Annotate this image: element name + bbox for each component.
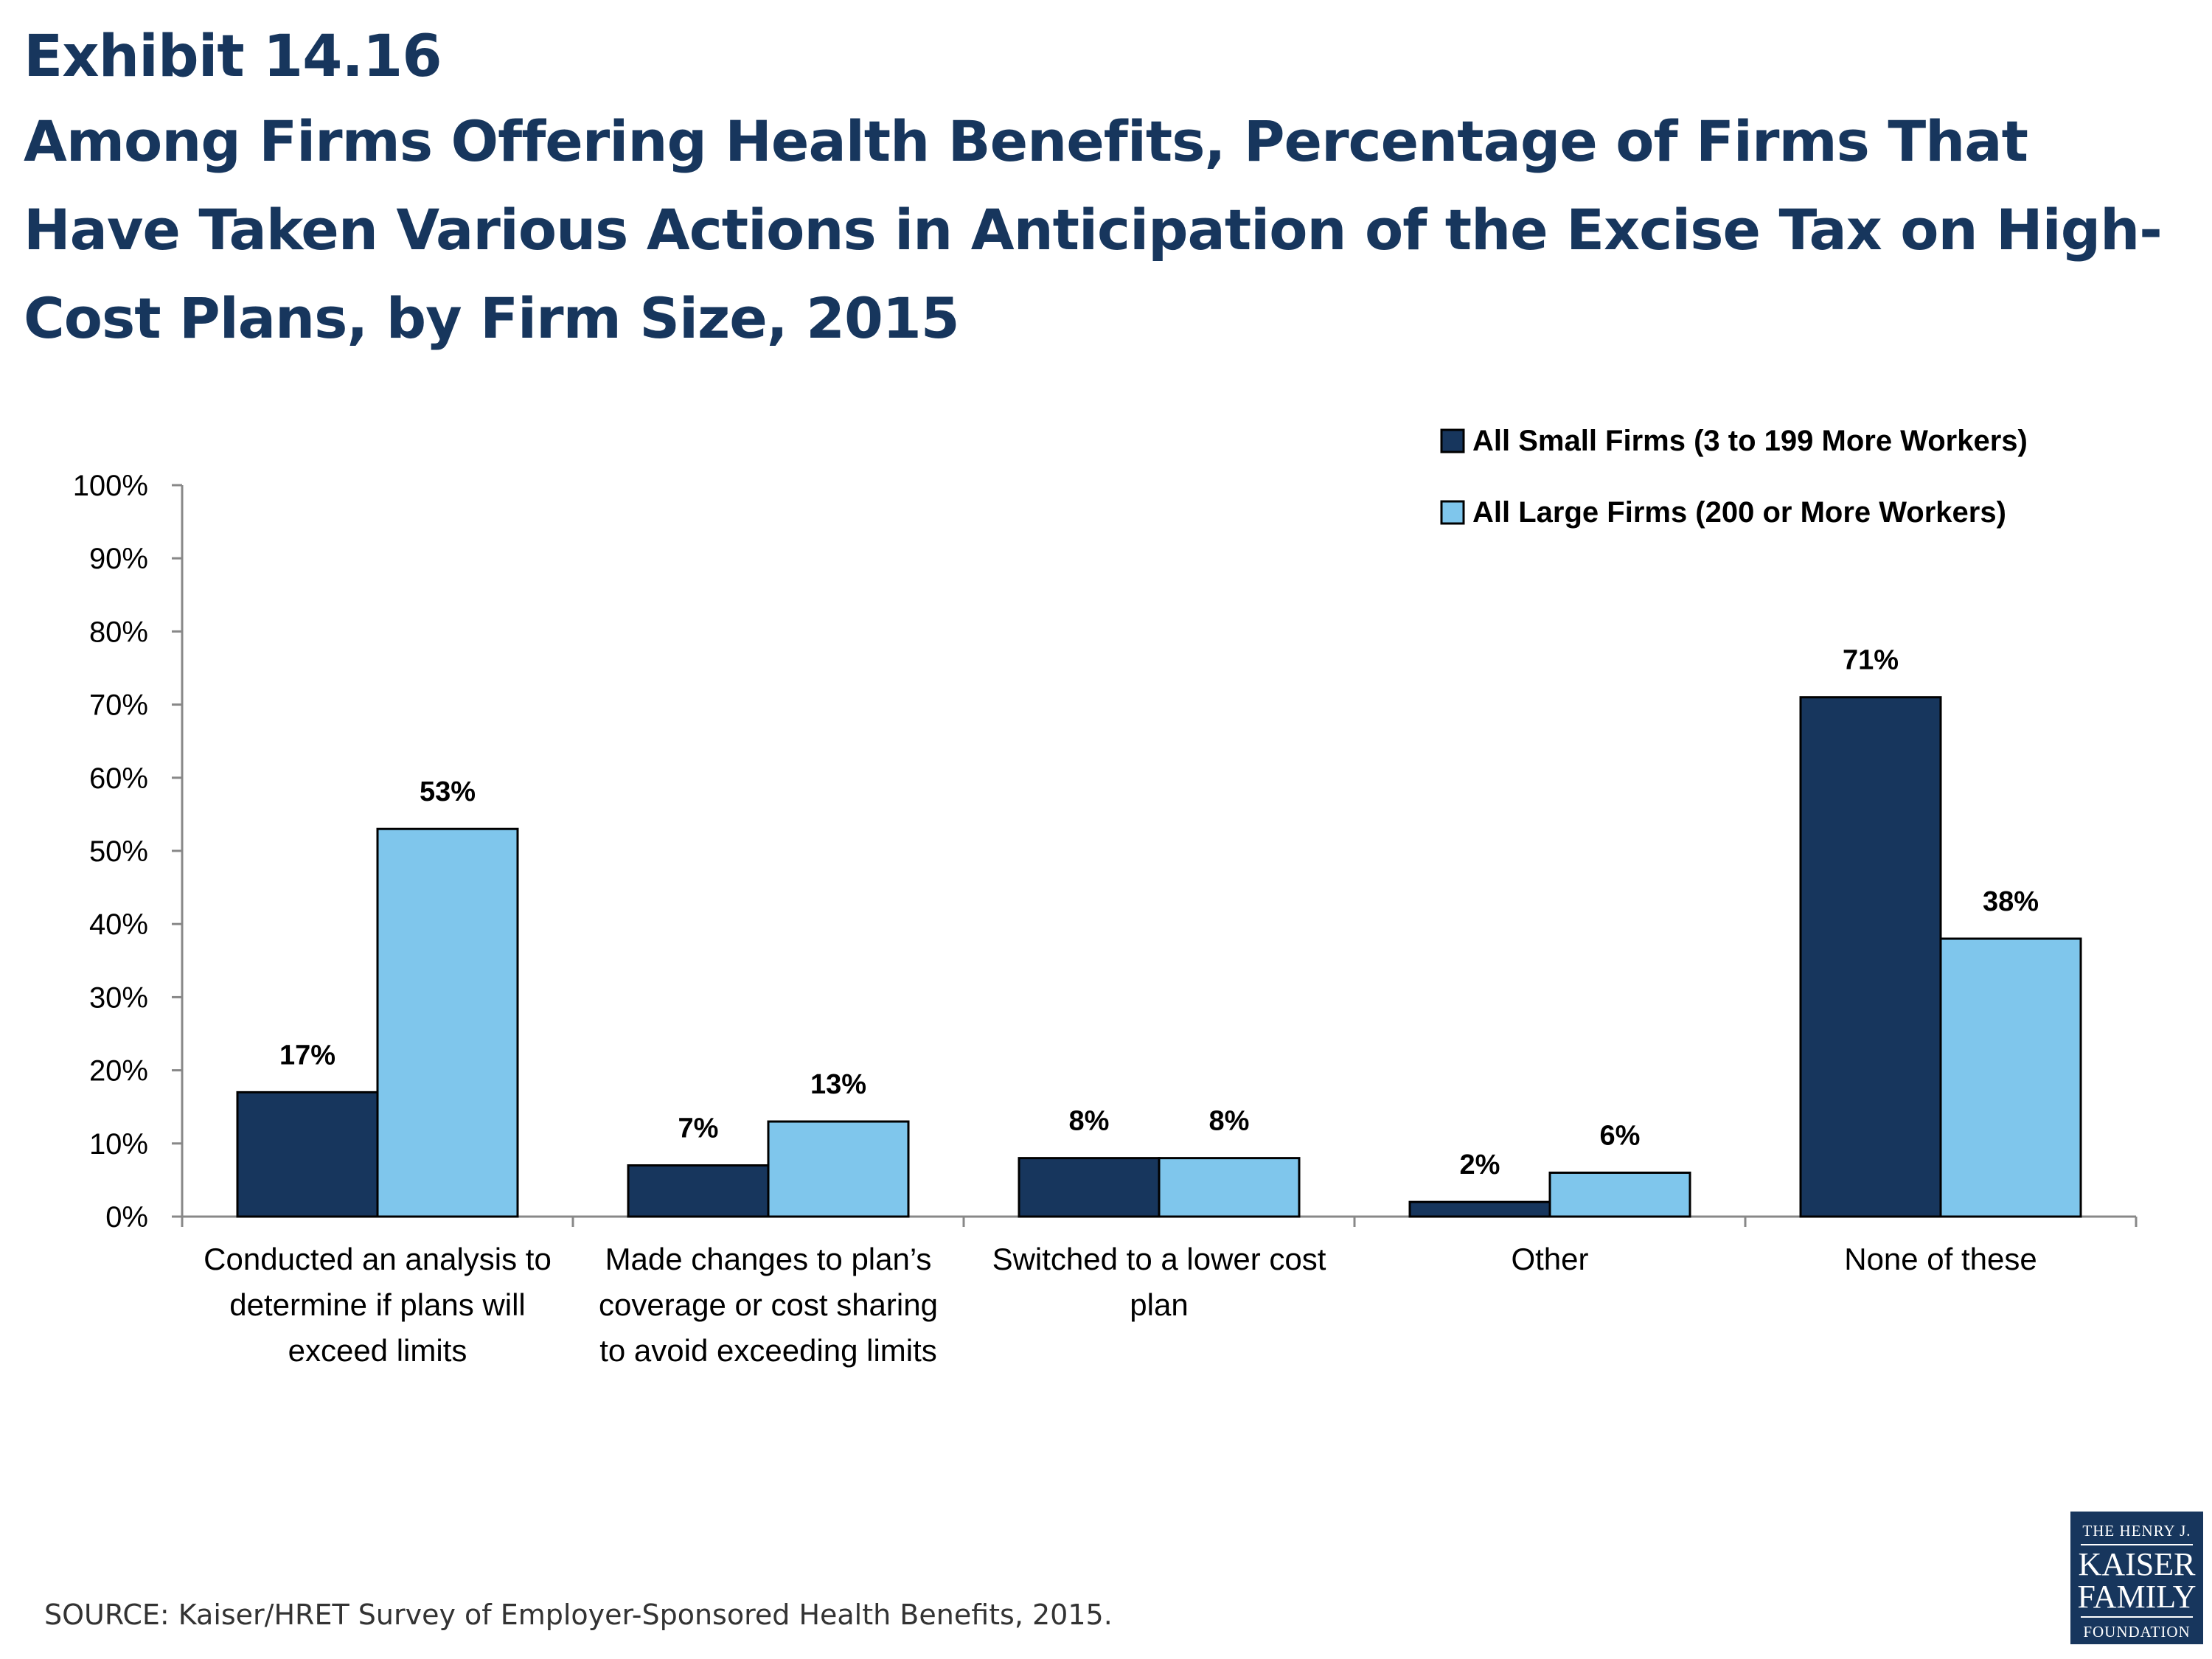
data-label: 71% <box>1843 645 1899 676</box>
legend-swatch <box>1440 428 1465 453</box>
x-category-label: Switched to a lower cost <box>992 1242 1326 1276</box>
data-label: 7% <box>678 1113 719 1144</box>
y-tick-label: 70% <box>89 689 148 722</box>
source-note: SOURCE: Kaiser/HRET Survey of Employer-S… <box>44 1599 1113 1631</box>
data-label: 8% <box>1069 1106 1110 1137</box>
data-label: 2% <box>1460 1150 1500 1180</box>
chart-title-line: Have Taken Various Actions in Anticipati… <box>24 197 2163 262</box>
data-label: 38% <box>1983 886 2039 917</box>
x-category-label: plan <box>1130 1287 1188 1322</box>
legend-swatch <box>1440 500 1465 525</box>
kff-logo: THE HENRY J. KAISER FAMILY FOUNDATION <box>2070 1512 2203 1644</box>
x-category-label: None of these <box>1844 1242 2037 1276</box>
exhibit-number: Exhibit 14.16 <box>24 24 442 90</box>
data-label: 8% <box>1209 1106 1250 1137</box>
y-tick-label: 50% <box>89 835 148 868</box>
data-label: 53% <box>420 776 476 807</box>
x-category-label: Made changes to plan’s <box>605 1242 932 1276</box>
data-label: 17% <box>279 1040 335 1071</box>
bar-large-firms <box>1939 937 2082 1218</box>
chart-title-line: Cost Plans, by Firm Size, 2015 <box>24 285 960 351</box>
logo-line: THE HENRY J. <box>2082 1522 2191 1540</box>
y-tick-label: 20% <box>89 1055 148 1088</box>
y-tick-label: 10% <box>89 1128 148 1161</box>
data-label: 6% <box>1600 1120 1641 1151</box>
bar-large-firms <box>376 827 519 1218</box>
y-tick-label: 40% <box>89 908 148 941</box>
legend-label: All Small Firms (3 to 199 More Workers) <box>1472 425 2028 457</box>
bar-small-firms <box>1018 1157 1161 1218</box>
bar-large-firms <box>767 1120 910 1218</box>
bar-small-firms <box>236 1091 379 1218</box>
logo-divider <box>2081 1544 2193 1545</box>
legend-label: All Large Firms (200 or More Workers) <box>1472 496 2006 529</box>
bar-small-firms <box>1408 1200 1551 1218</box>
data-label: 13% <box>810 1069 866 1100</box>
x-category-label: to avoid exceeding limits <box>599 1333 937 1368</box>
y-tick-label: 0% <box>105 1201 148 1234</box>
chart-header: Exhibit 14.16 Among Firms Offering Healt… <box>24 16 2184 363</box>
x-category-label: Other <box>1511 1242 1588 1276</box>
x-category-label: exceed limits <box>288 1333 467 1368</box>
bar-small-firms <box>1799 696 1942 1218</box>
y-tick-label: 90% <box>89 543 148 575</box>
bar-large-firms <box>1158 1157 1301 1218</box>
y-tick-label: 60% <box>89 762 148 795</box>
logo-line: FOUNDATION <box>2083 1623 2191 1641</box>
logo-line: FAMILY <box>2077 1579 2197 1615</box>
bar-large-firms <box>1548 1171 1691 1218</box>
y-tick-label: 100% <box>73 470 148 502</box>
x-category-label: determine if plans will <box>229 1287 526 1322</box>
y-tick-label: 30% <box>89 981 148 1014</box>
chart-title-line: Among Firms Offering Health Benefits, Pe… <box>24 108 2028 174</box>
chart-title: Among Firms Offering Health Benefits, Pe… <box>24 97 2184 363</box>
y-tick-label: 80% <box>89 616 148 648</box>
logo-line: KAISER <box>2078 1546 2196 1582</box>
bar-small-firms <box>627 1164 770 1218</box>
logo-divider <box>2081 1616 2193 1618</box>
x-category-label: coverage or cost sharing <box>599 1287 938 1322</box>
x-category-label: Conducted an analysis to <box>204 1242 552 1276</box>
